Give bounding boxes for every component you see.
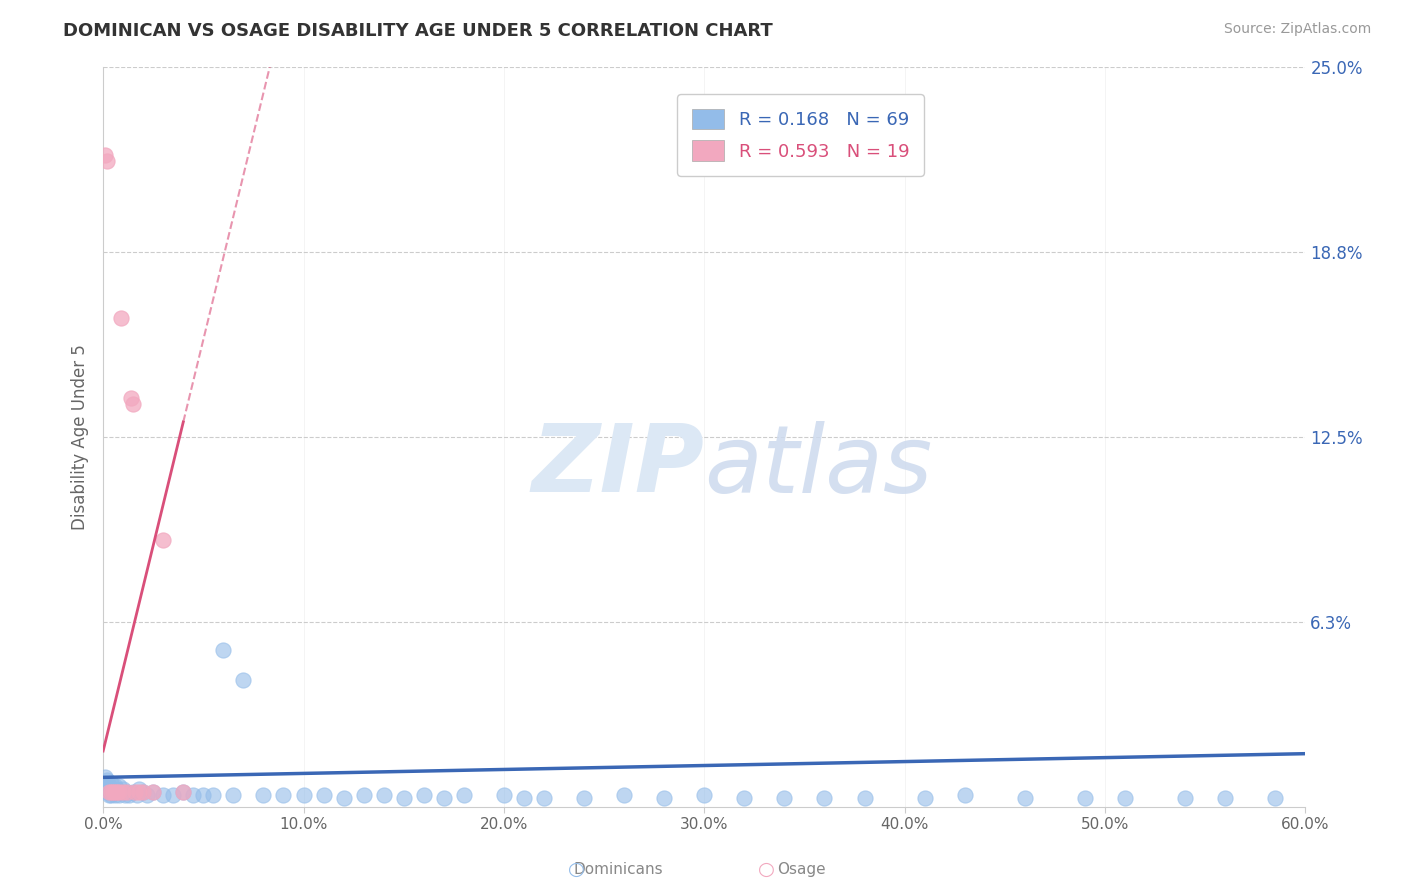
Point bbox=[212, 643, 235, 657]
Point bbox=[813, 791, 835, 805]
Point bbox=[652, 791, 675, 805]
Point bbox=[733, 791, 755, 805]
Point bbox=[100, 776, 122, 790]
Point bbox=[112, 785, 135, 799]
Point bbox=[353, 788, 375, 802]
Point bbox=[101, 785, 124, 799]
Point bbox=[127, 788, 149, 802]
Point bbox=[1014, 791, 1036, 805]
Point bbox=[104, 779, 127, 793]
Point bbox=[101, 785, 124, 799]
Text: atlas: atlas bbox=[704, 421, 932, 512]
Point bbox=[222, 788, 245, 802]
Point bbox=[100, 785, 122, 799]
Point bbox=[392, 791, 415, 805]
Point bbox=[115, 785, 138, 799]
Point bbox=[693, 788, 716, 802]
Point bbox=[132, 785, 155, 799]
Point bbox=[1114, 791, 1136, 805]
Point bbox=[94, 148, 117, 162]
Point bbox=[128, 782, 150, 797]
Point bbox=[108, 788, 131, 802]
Point bbox=[292, 788, 315, 802]
Point bbox=[128, 785, 150, 799]
Point bbox=[110, 785, 132, 799]
Point bbox=[118, 788, 141, 802]
Point bbox=[94, 776, 117, 790]
Point bbox=[122, 785, 145, 799]
Point bbox=[104, 785, 127, 799]
Point bbox=[492, 788, 515, 802]
Point bbox=[1213, 791, 1236, 805]
Point bbox=[172, 785, 194, 799]
Point bbox=[96, 773, 118, 788]
Point bbox=[105, 782, 128, 797]
Point bbox=[96, 785, 118, 799]
Point bbox=[96, 779, 118, 793]
Point bbox=[773, 791, 796, 805]
Legend: R = 0.168   N = 69, R = 0.593   N = 19: R = 0.168 N = 69, R = 0.593 N = 19 bbox=[678, 95, 924, 176]
Point bbox=[105, 785, 128, 799]
Text: Osage: Osage bbox=[778, 863, 825, 877]
Point bbox=[1174, 791, 1197, 805]
Point bbox=[453, 788, 475, 802]
Point bbox=[132, 785, 155, 799]
Point bbox=[853, 791, 876, 805]
Point bbox=[202, 788, 225, 802]
Point bbox=[232, 673, 254, 687]
Point bbox=[114, 788, 136, 802]
Point bbox=[101, 782, 124, 797]
Text: DOMINICAN VS OSAGE DISABILITY AGE UNDER 5 CORRELATION CHART: DOMINICAN VS OSAGE DISABILITY AGE UNDER … bbox=[63, 22, 773, 40]
Point bbox=[273, 788, 295, 802]
Point bbox=[98, 785, 121, 799]
Point bbox=[98, 788, 121, 802]
Point bbox=[108, 779, 131, 793]
Point bbox=[152, 788, 174, 802]
Point bbox=[112, 782, 135, 797]
Point bbox=[152, 533, 174, 548]
Point bbox=[162, 788, 184, 802]
Point bbox=[142, 785, 165, 799]
Point bbox=[142, 785, 165, 799]
Point bbox=[120, 392, 142, 406]
Point bbox=[104, 788, 127, 802]
Point bbox=[110, 311, 132, 326]
Point bbox=[513, 791, 536, 805]
Point bbox=[122, 397, 145, 411]
Point bbox=[332, 791, 354, 805]
Text: ○: ○ bbox=[568, 860, 585, 880]
Point bbox=[373, 788, 395, 802]
Point bbox=[96, 154, 118, 169]
Point bbox=[533, 791, 555, 805]
Point bbox=[953, 788, 976, 802]
Y-axis label: Disability Age Under 5: Disability Age Under 5 bbox=[72, 343, 89, 530]
Point bbox=[1074, 791, 1097, 805]
Text: Source: ZipAtlas.com: Source: ZipAtlas.com bbox=[1223, 22, 1371, 37]
Point bbox=[1264, 791, 1286, 805]
Point bbox=[98, 782, 121, 797]
Point bbox=[172, 785, 194, 799]
Text: Dominicans: Dominicans bbox=[574, 863, 664, 877]
Point bbox=[252, 788, 274, 802]
Point bbox=[105, 785, 128, 799]
Text: ZIP: ZIP bbox=[531, 420, 704, 512]
Point bbox=[108, 785, 131, 799]
Point bbox=[572, 791, 595, 805]
Point bbox=[914, 791, 936, 805]
Point bbox=[115, 785, 138, 799]
Point bbox=[100, 785, 122, 799]
Point bbox=[100, 788, 122, 802]
Text: ○: ○ bbox=[758, 860, 775, 880]
Point bbox=[433, 791, 456, 805]
Point bbox=[412, 788, 434, 802]
Point bbox=[124, 785, 146, 799]
Point bbox=[193, 788, 215, 802]
Point bbox=[181, 788, 204, 802]
Point bbox=[94, 770, 117, 784]
Point bbox=[613, 788, 636, 802]
Point bbox=[98, 779, 121, 793]
Point bbox=[312, 788, 335, 802]
Point bbox=[136, 788, 159, 802]
